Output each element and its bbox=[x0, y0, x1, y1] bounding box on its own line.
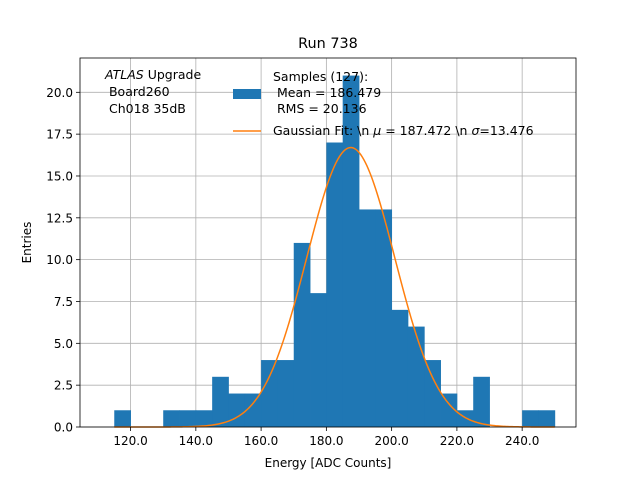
histogram-bar bbox=[391, 309, 409, 427]
legend-fit-mid: = 187.472 \n bbox=[381, 123, 471, 138]
upgrade-label: Upgrade bbox=[144, 67, 202, 82]
axes-frame bbox=[79, 57, 577, 428]
y-tick-label: 2.5 bbox=[54, 379, 73, 393]
x-tick-label: 140.0 bbox=[179, 434, 213, 448]
x-tick-label: 240.0 bbox=[505, 434, 539, 448]
histogram-bar bbox=[342, 75, 360, 428]
x-tick-label: 160.0 bbox=[244, 434, 278, 448]
legend-fit-sigma: σ bbox=[471, 123, 480, 138]
histogram-bar bbox=[424, 360, 441, 427]
x-axis-label: Energy [ADC Counts] bbox=[265, 456, 392, 470]
atlas-annotation-line1: ATLAS Upgrade bbox=[104, 67, 201, 82]
y-tick-label: 17.5 bbox=[46, 128, 73, 142]
histogram-bar bbox=[375, 209, 393, 427]
histogram-bars bbox=[114, 75, 556, 428]
y-axis-label: Entries bbox=[20, 222, 34, 264]
histogram-bar bbox=[326, 142, 344, 428]
y-tick-label: 15.0 bbox=[46, 169, 73, 183]
y-tick-label: 20.0 bbox=[46, 86, 73, 100]
x-tick-label: 120.0 bbox=[113, 434, 147, 448]
channel-annotation: Ch018 35dB bbox=[105, 101, 186, 116]
x-axis-ticks: 120.0 140.0 160.0 180.0 200.0 220.0 240.0 bbox=[113, 427, 539, 448]
legend-samples-line2: Mean = 186.479 bbox=[273, 85, 381, 100]
atlas-label: ATLAS bbox=[104, 67, 144, 82]
y-tick-label: 12.5 bbox=[46, 211, 73, 225]
legend-samples-line1: Samples (127): bbox=[273, 69, 368, 84]
histogram-bar bbox=[114, 410, 131, 427]
y-tick-label: 10.0 bbox=[46, 253, 73, 267]
histogram-bar bbox=[473, 376, 490, 427]
histogram-bar bbox=[228, 393, 246, 427]
histogram-bar bbox=[195, 410, 213, 427]
histogram-bar bbox=[163, 410, 180, 427]
legend-fit-mu: μ bbox=[372, 123, 381, 138]
histogram-bar bbox=[244, 393, 262, 427]
y-tick-label: 7.5 bbox=[54, 295, 73, 309]
legend-fit-suffix: =13.476 bbox=[479, 123, 533, 138]
legend: Samples (127): Mean = 186.479 RMS = 20.1… bbox=[233, 69, 534, 138]
histogram-bar bbox=[359, 209, 376, 427]
histogram-bar bbox=[407, 326, 425, 427]
board-annotation: Board260 bbox=[105, 84, 170, 99]
legend-samples-line3: RMS = 20.136 bbox=[273, 101, 367, 116]
histogram-bar bbox=[456, 410, 474, 427]
x-tick-label: 180.0 bbox=[309, 434, 343, 448]
histogram-bar bbox=[212, 376, 229, 427]
x-tick-label: 220.0 bbox=[440, 434, 474, 448]
histogram-bar bbox=[538, 410, 556, 427]
legend-fit-label: Gaussian Fit: \n μ = 187.472 \n σ=13.476 bbox=[273, 123, 534, 138]
histogram-bar bbox=[293, 242, 311, 427]
histogram-bar bbox=[310, 293, 327, 427]
histogram-bar bbox=[522, 410, 539, 427]
y-axis-ticks: 0.0 2.5 5.0 7.5 10.0 12.5 15.0 17.5 20.0 bbox=[46, 86, 80, 435]
legend-samples-swatch bbox=[233, 89, 261, 99]
legend-fit-prefix: Gaussian Fit: \n bbox=[273, 123, 373, 138]
histogram-bar bbox=[261, 360, 278, 427]
y-tick-label: 5.0 bbox=[54, 337, 73, 351]
chart-title: Run 738 bbox=[298, 36, 358, 52]
x-tick-label: 200.0 bbox=[374, 434, 408, 448]
histogram-bar bbox=[179, 410, 197, 427]
y-tick-label: 0.0 bbox=[54, 421, 73, 435]
histogram-bar bbox=[440, 393, 458, 427]
histogram-bar bbox=[277, 360, 295, 427]
